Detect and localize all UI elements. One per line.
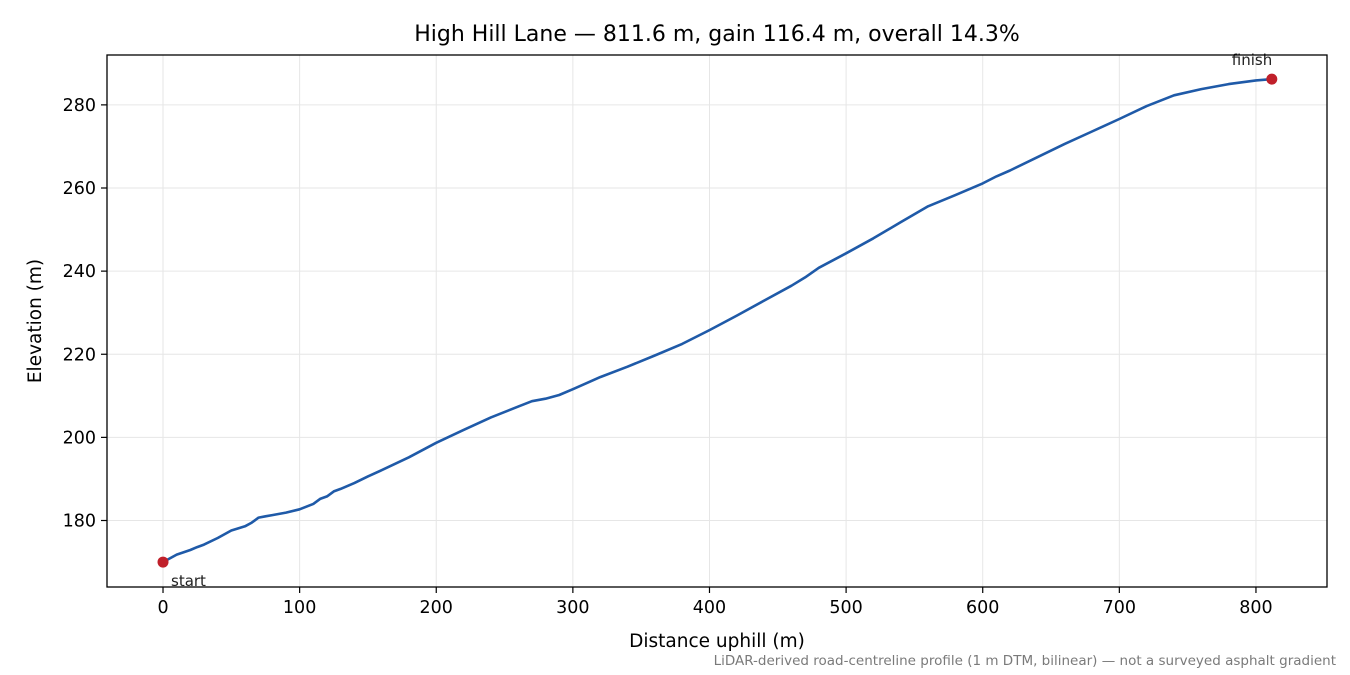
- finish-marker: [1266, 73, 1278, 85]
- x-tick-label: 500: [829, 598, 862, 618]
- series-layer: [161, 77, 1274, 564]
- elevation-line: [161, 77, 1274, 564]
- y-tick-label: 280: [63, 96, 96, 116]
- grid-lines: [107, 55, 1327, 587]
- y-tick-label: 200: [63, 428, 96, 448]
- y-tick-label: 220: [63, 345, 96, 365]
- x-tick-label: 800: [1239, 598, 1272, 618]
- x-tick-label: 300: [556, 598, 589, 618]
- x-tick-label: 200: [420, 598, 453, 618]
- y-tick-label: 260: [63, 179, 96, 199]
- x-tick-label: 400: [693, 598, 726, 618]
- chart-footnote: LiDAR-derived road-centreline profile (1…: [714, 653, 1336, 669]
- y-tick-label: 240: [63, 262, 96, 282]
- x-tick-label: 0: [157, 598, 168, 618]
- x-tick-label: 100: [283, 598, 316, 618]
- y-axis-label: Elevation (m): [25, 259, 46, 383]
- x-axis-label: Distance uphill (m): [629, 631, 805, 652]
- plot-frame: [106, 54, 1328, 588]
- start-marker: [157, 556, 169, 568]
- axis-ticks: 0 100 200 300 400 500 600 700 800 180 200 220 240 260…: [63, 96, 1273, 618]
- finish-label: finish: [1232, 51, 1272, 69]
- chart-title: High Hill Lane — 811.6 m, gain 116.4 m, …: [414, 22, 1020, 47]
- y-tick-label: 180: [63, 512, 96, 532]
- x-tick-label: 600: [966, 598, 999, 618]
- x-tick-label: 700: [1103, 598, 1136, 618]
- start-label: start: [171, 572, 206, 590]
